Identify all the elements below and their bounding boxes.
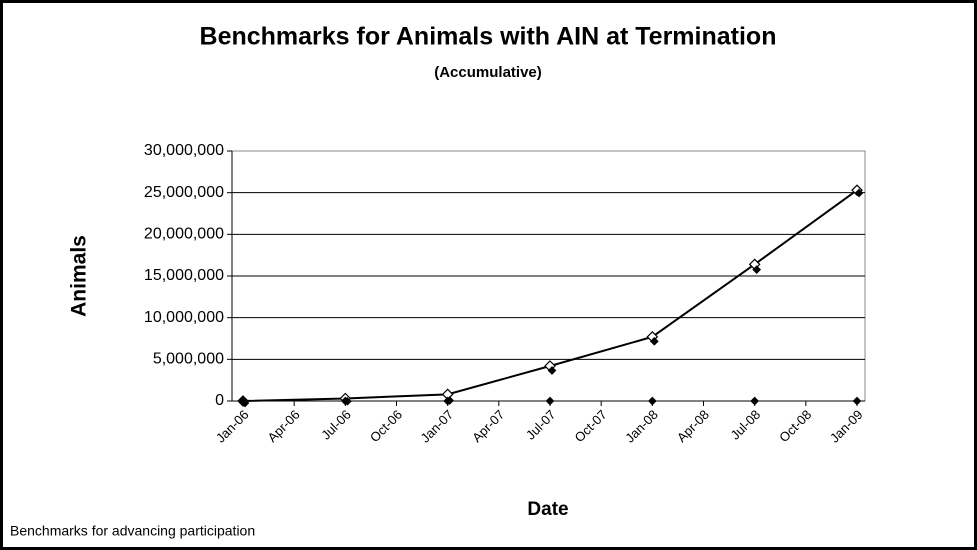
- data-point: [547, 366, 557, 375]
- y-tick-label: 15,000,000: [144, 267, 224, 284]
- data-point: [545, 396, 555, 406]
- y-tick-label: 0: [215, 392, 224, 409]
- y-tick-label: 30,000,000: [144, 142, 224, 159]
- y-axis-label: Animals: [68, 235, 91, 317]
- y-tick-label: 25,000,000: [144, 184, 224, 201]
- chart-title: Benchmarks for Animals with AIN at Termi…: [200, 23, 777, 51]
- data-point: [649, 336, 659, 346]
- data-point: [854, 188, 864, 198]
- y-tick-label: 10,000,000: [144, 309, 224, 326]
- y-tick-label: 5,000,000: [153, 351, 224, 368]
- data-point: [752, 265, 762, 275]
- chart-subtitle: (Accumulative): [434, 64, 542, 81]
- data-point: [443, 396, 453, 406]
- data-point: [852, 396, 862, 406]
- data-point: [647, 396, 657, 406]
- x-axis-label: Date: [527, 499, 568, 520]
- data-point: [340, 396, 350, 406]
- footer-note: Benchmarks for advancing participation: [10, 523, 255, 539]
- data-point: [238, 396, 248, 406]
- y-tick-label: 20,000,000: [144, 226, 224, 243]
- data-point: [750, 396, 760, 406]
